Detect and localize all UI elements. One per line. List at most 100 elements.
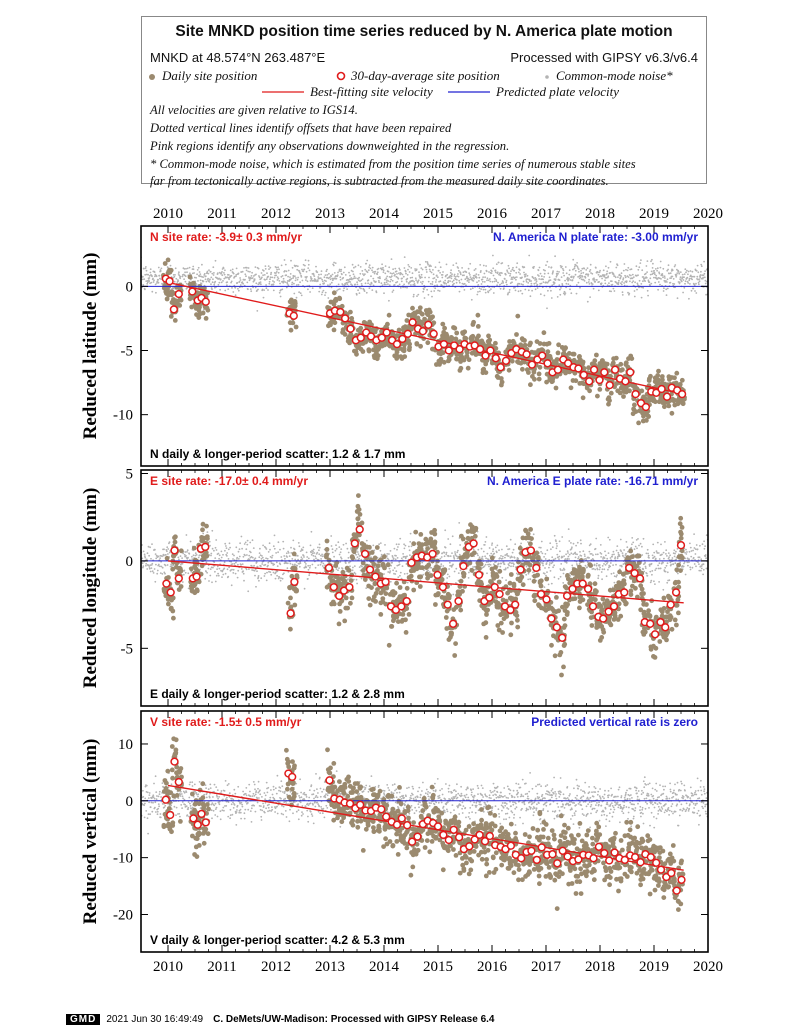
noise-point — [210, 552, 213, 555]
noise-point — [492, 274, 495, 277]
noise-point — [276, 268, 278, 271]
noise-point — [158, 274, 161, 277]
noise-point — [395, 543, 398, 546]
noise-point — [341, 273, 343, 276]
noise-point — [566, 557, 569, 560]
daily-point — [493, 346, 499, 351]
noise-point — [603, 274, 606, 277]
daily-point — [356, 342, 362, 348]
noise-point — [692, 549, 694, 552]
daily-point — [631, 406, 636, 412]
noise-point — [282, 540, 285, 543]
noise-point — [623, 282, 625, 284]
daily-point — [656, 368, 661, 374]
noise-point — [552, 566, 554, 569]
noise-point — [510, 276, 513, 279]
noise-point — [597, 577, 600, 580]
noise-point — [390, 275, 393, 278]
daily-point — [446, 358, 451, 364]
noise-point — [153, 568, 156, 570]
noise-point — [611, 553, 614, 556]
noise-point — [657, 288, 659, 291]
noise-point — [692, 275, 694, 278]
noise-point — [595, 537, 598, 540]
noise-point — [547, 583, 550, 586]
noise-point — [166, 550, 168, 553]
noise-point — [350, 283, 352, 286]
noise-point — [220, 550, 223, 553]
daily-point — [457, 356, 463, 362]
daily-point — [597, 387, 603, 392]
noise-point — [624, 276, 627, 279]
noise-point — [258, 556, 261, 559]
noise-point — [159, 270, 162, 272]
noise-point — [653, 270, 656, 272]
noise-point — [430, 566, 433, 569]
noise-point — [257, 283, 260, 286]
noise-point — [558, 558, 560, 560]
noise-point — [477, 548, 480, 551]
noise-point — [342, 276, 345, 279]
noise-point — [413, 284, 416, 287]
noise-point — [682, 291, 684, 294]
noise-point — [338, 553, 341, 556]
noise-point — [356, 283, 359, 286]
daily-point — [529, 356, 535, 362]
noise-point — [272, 289, 275, 292]
noise-point — [509, 272, 512, 275]
noise-point — [296, 564, 299, 567]
noise-point — [673, 283, 676, 285]
noise-point — [700, 565, 703, 567]
noise-point — [637, 274, 639, 277]
noise-point — [592, 554, 594, 556]
noise-point — [458, 281, 461, 284]
noise-point — [406, 274, 409, 276]
noise-point — [568, 553, 571, 556]
noise-point — [559, 293, 562, 296]
noise-point — [338, 270, 341, 272]
noise-point — [396, 281, 399, 283]
noise-point — [607, 552, 610, 554]
noise-point — [379, 549, 382, 552]
noise-point — [358, 557, 360, 560]
noise-point — [261, 555, 263, 557]
noise-point — [292, 539, 295, 542]
noise-point — [505, 579, 507, 582]
noise-point — [576, 541, 579, 544]
noise-point — [580, 272, 583, 275]
noise-point — [561, 284, 564, 287]
noise-point — [394, 558, 397, 561]
average-point — [600, 368, 609, 377]
noise-point — [465, 284, 467, 287]
noise-point — [610, 572, 613, 575]
noise-point — [481, 280, 484, 283]
noise-point — [173, 275, 176, 278]
noise-point — [425, 266, 427, 268]
noise-point — [674, 562, 677, 565]
noise-point — [490, 288, 492, 290]
noise-point — [291, 563, 294, 566]
noise-point — [477, 291, 479, 293]
noise-point — [617, 283, 620, 286]
noise-point — [184, 280, 187, 283]
noise-point — [330, 535, 333, 537]
noise-point — [238, 548, 241, 551]
noise-point — [388, 299, 390, 302]
daily-point — [515, 313, 521, 319]
noise-point — [469, 262, 472, 265]
daily-point — [401, 346, 407, 352]
daily-point — [556, 342, 561, 348]
noise-point — [149, 268, 152, 271]
noise-point — [214, 259, 217, 262]
noise-point — [231, 553, 234, 556]
noise-point — [606, 562, 608, 565]
noise-point — [185, 534, 188, 536]
noise-point — [443, 551, 446, 554]
noise-point — [269, 548, 271, 551]
noise-point — [215, 539, 218, 541]
noise-point — [393, 567, 396, 569]
noise-point — [356, 556, 359, 559]
noise-point — [354, 265, 357, 268]
noise-point — [264, 279, 266, 281]
noise-point — [621, 294, 624, 296]
